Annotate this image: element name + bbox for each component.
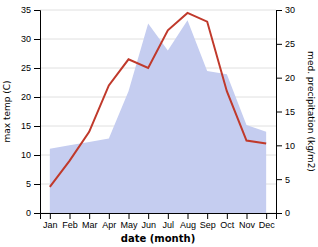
grid [40, 10, 276, 213]
x-axis: Jan Feb Mar Apr MayJun Jul Aug Sep Oct NovDec [41, 213, 277, 230]
tick-mark [34, 10, 40, 11]
tick: Oct [220, 213, 235, 230]
tick-mark [34, 184, 40, 185]
tick: Mar [82, 213, 98, 230]
tick: 20 [276, 73, 295, 83]
tick-label: Aug [180, 220, 196, 230]
tick: Dec [259, 213, 276, 230]
tick-label: 5 [285, 175, 290, 185]
tick-mark [89, 213, 90, 219]
tick: Jun [141, 213, 156, 230]
tick-mark [276, 179, 282, 180]
tick: 15 [276, 107, 295, 117]
tick-label: May [120, 220, 138, 230]
tick: Nov [239, 213, 256, 230]
y-axis-title: max temp (C) [2, 80, 12, 142]
grid-line [40, 10, 276, 11]
tick-mark [34, 126, 40, 127]
x-axis-title: date (month) [121, 233, 195, 244]
tick: 30 [276, 5, 295, 15]
tick: 30 [21, 34, 40, 44]
tick-label: Oct [220, 220, 235, 230]
axis-line [34, 11, 41, 214]
tick-label: 10 [21, 150, 31, 160]
tick-mark [129, 213, 130, 219]
tick: Jan [43, 213, 58, 230]
tick-label: 15 [285, 107, 295, 117]
tick-mark [207, 213, 208, 219]
y-axis: 0 5 10 15 20 25 30 35 [21, 5, 41, 218]
tick-label: Nov [239, 220, 256, 230]
tick: 5 [26, 179, 40, 189]
tick-mark [34, 213, 40, 214]
tick: 5 [276, 175, 290, 185]
tick-label: 5 [26, 179, 31, 189]
tick: 15 [21, 121, 40, 131]
tick-mark [276, 213, 282, 214]
tick-label: 10 [285, 141, 295, 151]
tick-label: 30 [285, 5, 295, 15]
tick: 35 [21, 5, 40, 15]
tick-mark [34, 155, 40, 156]
tick: 25 [276, 39, 295, 49]
tick-label: Apr [102, 220, 116, 230]
tick-label: Mar [82, 220, 98, 230]
tick-label: 25 [21, 63, 31, 73]
tick: 20 [21, 92, 40, 102]
tick-mark [276, 78, 282, 79]
tick-mark [188, 213, 189, 219]
plot: Jan Feb Mar Apr MayJun Jul Aug Sep Oct NovDec 0 5 10… [21, 5, 295, 230]
tick: Jul [163, 213, 175, 230]
tick-mark [276, 10, 282, 11]
tick: 10 [276, 141, 295, 151]
tick-mark [34, 39, 40, 40]
tick-label: Sep [200, 220, 216, 230]
y2-axis-title: med. precipitation (kg/m2) [306, 51, 316, 172]
tick-label: 35 [21, 5, 31, 15]
tick-mark [70, 213, 71, 219]
tick-label: 0 [26, 208, 31, 218]
tick: 25 [21, 63, 40, 73]
tick-label: Jul [163, 220, 175, 230]
tick: Aug [180, 213, 196, 230]
tick: Apr [102, 213, 116, 230]
tick-mark [266, 213, 267, 219]
tick-mark [276, 145, 282, 146]
tick-label: 0 [285, 208, 290, 218]
tick-mark [227, 213, 228, 219]
tick-label: 25 [285, 39, 295, 49]
tick: Sep [200, 213, 216, 230]
tick-mark [247, 213, 248, 219]
tick-mark [148, 213, 149, 219]
tick-mark [34, 97, 40, 98]
tick-label: 30 [21, 34, 31, 44]
tick-label: 20 [285, 73, 295, 83]
tick: 0 [276, 208, 290, 218]
tick-label: Feb [62, 220, 78, 230]
axis-line [41, 214, 277, 220]
tick-mark [276, 44, 282, 45]
tick: Feb [62, 213, 78, 230]
tick-label: Dec [259, 220, 276, 230]
tick-mark [168, 213, 169, 219]
tick-mark [109, 213, 110, 219]
temperature-line [50, 13, 266, 187]
axis-line [277, 11, 283, 214]
tick-mark [34, 68, 40, 69]
tick-label: Jun [141, 220, 156, 230]
tick: 0 [26, 208, 40, 218]
tick-label: 15 [21, 121, 31, 131]
data [50, 13, 266, 213]
tick-mark [276, 112, 282, 113]
y2-axis: 0 5 10 15 20 25 30 [276, 5, 295, 218]
tick: 10 [21, 150, 40, 160]
tick-label: 20 [21, 92, 31, 102]
tick-label: Jan [43, 220, 58, 230]
tick-mark [50, 213, 51, 219]
chart: Jan Feb Mar Apr MayJun Jul Aug Sep Oct NovDec 0 5 10… [0, 0, 318, 247]
tick: May [120, 213, 138, 230]
